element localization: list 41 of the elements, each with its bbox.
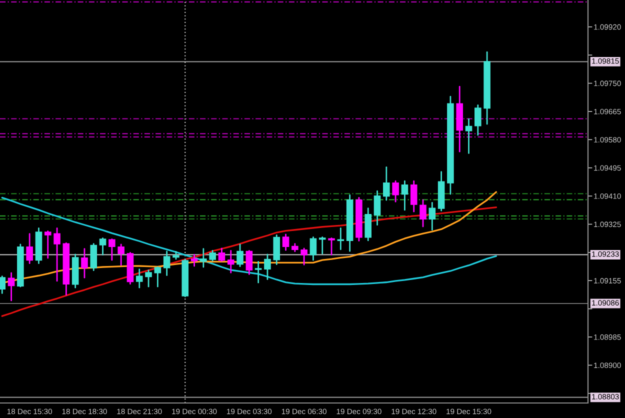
candlestick [108,238,116,261]
candlestick [364,208,372,242]
candlestick [0,276,6,294]
candlestick [190,254,198,267]
candlestick [310,236,317,261]
candlestick [8,272,15,302]
candlestick [236,244,244,268]
candlestick [145,270,152,288]
candlestick [401,180,408,211]
candlestick [383,166,390,201]
candlestick [81,248,88,278]
candlestick [420,199,426,228]
candlestick [26,233,33,264]
candlestick [163,250,170,276]
candlestick [154,266,162,288]
candlestick [254,261,262,284]
candlestick [282,234,290,251]
candlestick [374,190,381,226]
candlestick [273,234,280,266]
candlestick [318,236,326,254]
candlestick [300,248,308,266]
candlestick [136,268,143,288]
candlestick [246,250,253,275]
candlestick [337,228,344,250]
candlestick [54,228,60,282]
line-series [1,206,498,317]
candlestick [227,250,234,274]
candlestick [118,244,124,266]
candlestick [428,202,436,231]
candlestick [392,180,399,202]
candlestick [90,243,98,272]
candlestick [474,104,482,136]
candlestick [99,237,106,256]
candlestick [44,230,52,259]
candlestick [218,248,226,262]
candlestick [328,237,335,256]
candlestick [410,180,418,212]
candlestick [264,254,271,280]
candlestick [200,248,207,268]
candlestick [209,250,216,262]
candlestick [465,118,472,154]
